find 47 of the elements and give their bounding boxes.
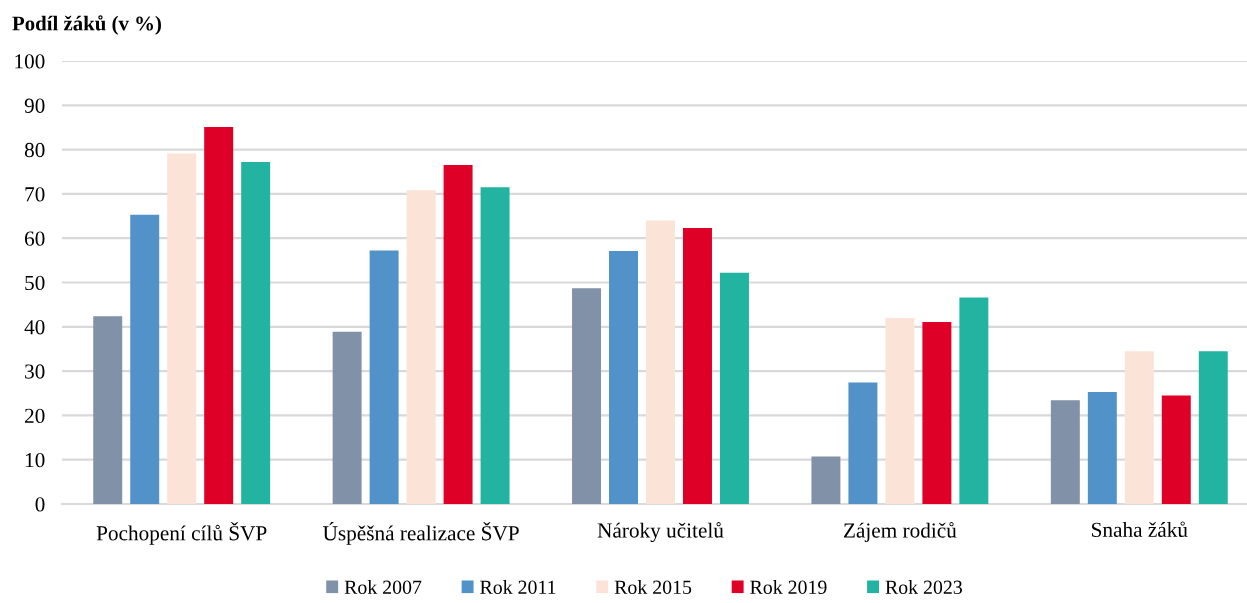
y-tick-label: 100 xyxy=(15,54,45,69)
y-tick-label: 70 xyxy=(25,187,45,202)
y-tick-label: 20 xyxy=(25,408,45,423)
y-tick-label: 30 xyxy=(25,364,45,379)
y-tick-label: 50 xyxy=(25,275,45,291)
bar xyxy=(646,220,675,504)
bar xyxy=(683,228,712,504)
y-tick-label: 60 xyxy=(25,231,45,246)
bar xyxy=(332,331,362,504)
legend-label: Rok 2007 xyxy=(344,579,422,594)
bar xyxy=(719,272,749,504)
y-axis-title: Podíl žáků (v %) xyxy=(12,15,161,35)
y-tick-label: 40 xyxy=(24,320,45,335)
legend-label: Rok 2011 xyxy=(480,579,556,594)
bar xyxy=(241,162,271,504)
x-tick-label: Snaha žáků xyxy=(1092,521,1188,538)
bar xyxy=(93,316,123,504)
bar xyxy=(885,317,915,504)
y-tick-label: 10 xyxy=(25,452,45,468)
bar xyxy=(1198,351,1228,504)
bar xyxy=(609,251,638,504)
x-tick-label: Pochopení cílů ŠVP xyxy=(96,522,267,545)
bar xyxy=(1087,391,1117,504)
bar xyxy=(443,165,473,504)
bar xyxy=(130,214,160,504)
bar xyxy=(848,382,878,504)
x-tick-label: Úspěšná realizace ŠVP xyxy=(323,522,519,545)
x-tick-label: Zájem rodičů xyxy=(843,522,957,542)
bar xyxy=(1050,400,1080,504)
x-tick-label: Nároky učitelů xyxy=(597,522,724,543)
bar xyxy=(572,288,602,504)
legend-label: Rok 2019 xyxy=(750,579,827,594)
bar xyxy=(1124,351,1154,504)
y-tick-label: 0 xyxy=(35,497,45,512)
bar xyxy=(369,250,399,504)
legend-label: Rok 2015 xyxy=(614,579,692,594)
bar xyxy=(959,297,989,504)
y-tick-label: 80 xyxy=(24,142,45,158)
bar xyxy=(204,127,234,504)
bar xyxy=(1161,395,1191,504)
legend-label: Rok 2023 xyxy=(885,579,962,594)
y-tick-label: 90 xyxy=(24,98,45,113)
bar xyxy=(167,153,197,504)
bar xyxy=(480,187,510,504)
bar xyxy=(922,321,952,504)
bar xyxy=(811,456,841,504)
bar xyxy=(406,190,436,504)
